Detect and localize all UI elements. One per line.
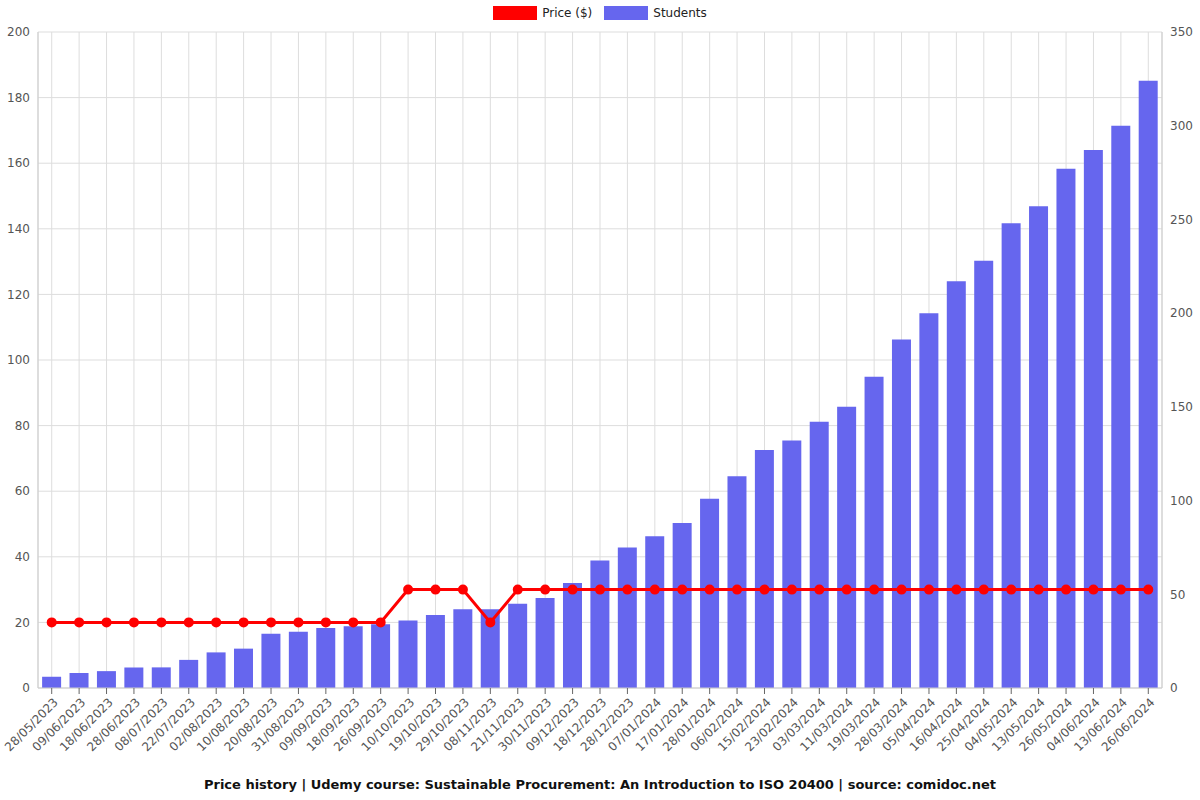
svg-text:150: 150: [1170, 400, 1192, 414]
svg-text:28/01/2024: 28/01/2024: [660, 695, 719, 755]
svg-text:13/06/2024: 13/06/2024: [1071, 695, 1131, 755]
svg-text:09/09/2023: 09/09/2023: [276, 695, 335, 755]
svg-text:26/09/2023: 26/09/2023: [331, 695, 390, 755]
svg-text:250: 250: [1170, 213, 1192, 227]
svg-text:20: 20: [15, 616, 30, 630]
svg-text:20/08/2023: 20/08/2023: [221, 695, 281, 755]
svg-text:05/04/2024: 05/04/2024: [879, 695, 939, 755]
svg-text:28/12/2023: 28/12/2023: [577, 695, 637, 755]
svg-text:23/02/2024: 23/02/2024: [742, 695, 802, 755]
svg-text:200: 200: [8, 25, 30, 39]
svg-text:02/08/2023: 02/08/2023: [166, 695, 226, 755]
svg-text:200: 200: [1170, 306, 1192, 320]
svg-text:18/06/2023: 18/06/2023: [56, 695, 116, 755]
html-text:Price history | Udemy course:: Price history | Udemy course: Sustainabl…: [204, 777, 996, 792]
svg-text:100: 100: [1170, 494, 1192, 508]
svg-text:03/03/2024: 03/03/2024: [769, 695, 829, 755]
svg-text:120: 120: [8, 288, 30, 302]
svg-text:100: 100: [8, 353, 30, 367]
svg-text:140: 140: [8, 222, 30, 236]
svg-text:09/12/2023: 09/12/2023: [523, 695, 582, 755]
svg-text:04/05/2024: 04/05/2024: [961, 695, 1021, 755]
svg-text:25/04/2024: 25/04/2024: [934, 695, 993, 755]
svg-text:07/01/2024: 07/01/2024: [605, 695, 664, 755]
svg-text:13/05/2024: 13/05/2024: [989, 695, 1048, 755]
svg-text:19/10/2023: 19/10/2023: [385, 695, 445, 755]
svg-text:04/06/2024: 04/06/2024: [1043, 695, 1103, 755]
svg-text:160: 160: [8, 156, 30, 170]
svg-text:40: 40: [15, 550, 30, 564]
html-text:Students: Students: [653, 6, 707, 20]
svg-text:10/10/2023: 10/10/2023: [358, 695, 418, 755]
svg-text:17/01/2024: 17/01/2024: [632, 695, 692, 755]
svg-text:30/11/2023: 30/11/2023: [495, 695, 555, 755]
svg-text:180: 180: [8, 91, 30, 105]
svg-text:21/11/2023: 21/11/2023: [468, 695, 527, 755]
svg-text:80: 80: [15, 419, 30, 433]
svg-text:50: 50: [1170, 588, 1185, 602]
svg-text:09/06/2023: 09/06/2023: [29, 695, 89, 755]
svg-text:15/02/2024: 15/02/2024: [714, 695, 774, 755]
svg-text:06/02/2024: 06/02/2024: [687, 695, 747, 755]
svg-text:08/07/2023: 08/07/2023: [111, 695, 171, 755]
svg-text:08/11/2023: 08/11/2023: [440, 695, 500, 755]
svg-text:18/09/2023: 18/09/2023: [303, 695, 363, 755]
svg-text:18/12/2023: 18/12/2023: [550, 695, 610, 755]
svg-text:0: 0: [22, 681, 30, 695]
svg-text:350: 350: [1170, 25, 1192, 39]
html-text:Price ($): Price ($): [542, 6, 593, 20]
svg-text:22/07/2023: 22/07/2023: [139, 695, 198, 755]
svg-text:26/06/2024: 26/06/2024: [1099, 695, 1158, 754]
svg-text:11/03/2024: 11/03/2024: [797, 695, 856, 755]
svg-text:29/10/2023: 29/10/2023: [413, 695, 473, 755]
svg-text:60: 60: [15, 484, 30, 498]
svg-text:300: 300: [1170, 119, 1192, 133]
svg-text:0: 0: [1170, 681, 1178, 695]
svg-text:31/08/2023: 31/08/2023: [248, 695, 308, 755]
svg-text:16/04/2024: 16/04/2024: [906, 695, 966, 755]
svg-text:10/08/2023: 10/08/2023: [194, 695, 253, 755]
svg-text:28/06/2023: 28/06/2023: [84, 695, 144, 755]
svg-text:26/05/2024: 26/05/2024: [1016, 695, 1076, 755]
svg-text:19/03/2024: 19/03/2024: [824, 695, 884, 755]
svg-text:28/03/2024: 28/03/2024: [851, 695, 911, 755]
